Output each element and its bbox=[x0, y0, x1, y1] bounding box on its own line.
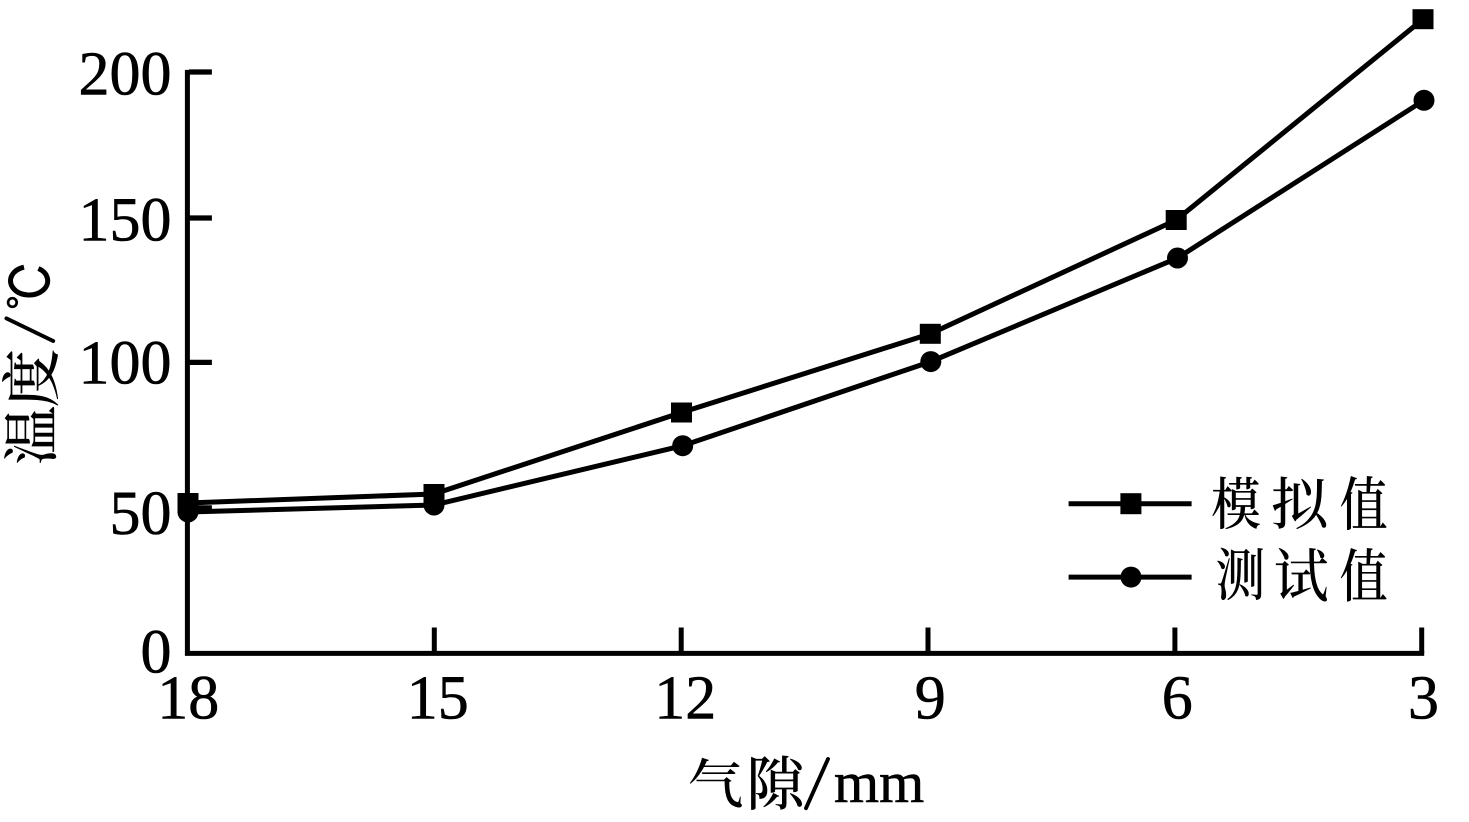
svg-text:3: 3 bbox=[1408, 665, 1439, 733]
svg-text:18: 18 bbox=[157, 665, 219, 733]
svg-text:6: 6 bbox=[1162, 665, 1193, 733]
svg-text:0: 0 bbox=[141, 618, 172, 686]
svg-text:15: 15 bbox=[407, 665, 469, 733]
svg-text:150: 150 bbox=[79, 187, 172, 255]
svg-text:9: 9 bbox=[915, 665, 946, 733]
svg-text:50: 50 bbox=[110, 480, 172, 548]
svg-text:12: 12 bbox=[654, 665, 716, 733]
svg-text:mm: mm bbox=[834, 750, 924, 815]
svg-text:100: 100 bbox=[79, 330, 172, 398]
svg-text:200: 200 bbox=[79, 41, 172, 109]
